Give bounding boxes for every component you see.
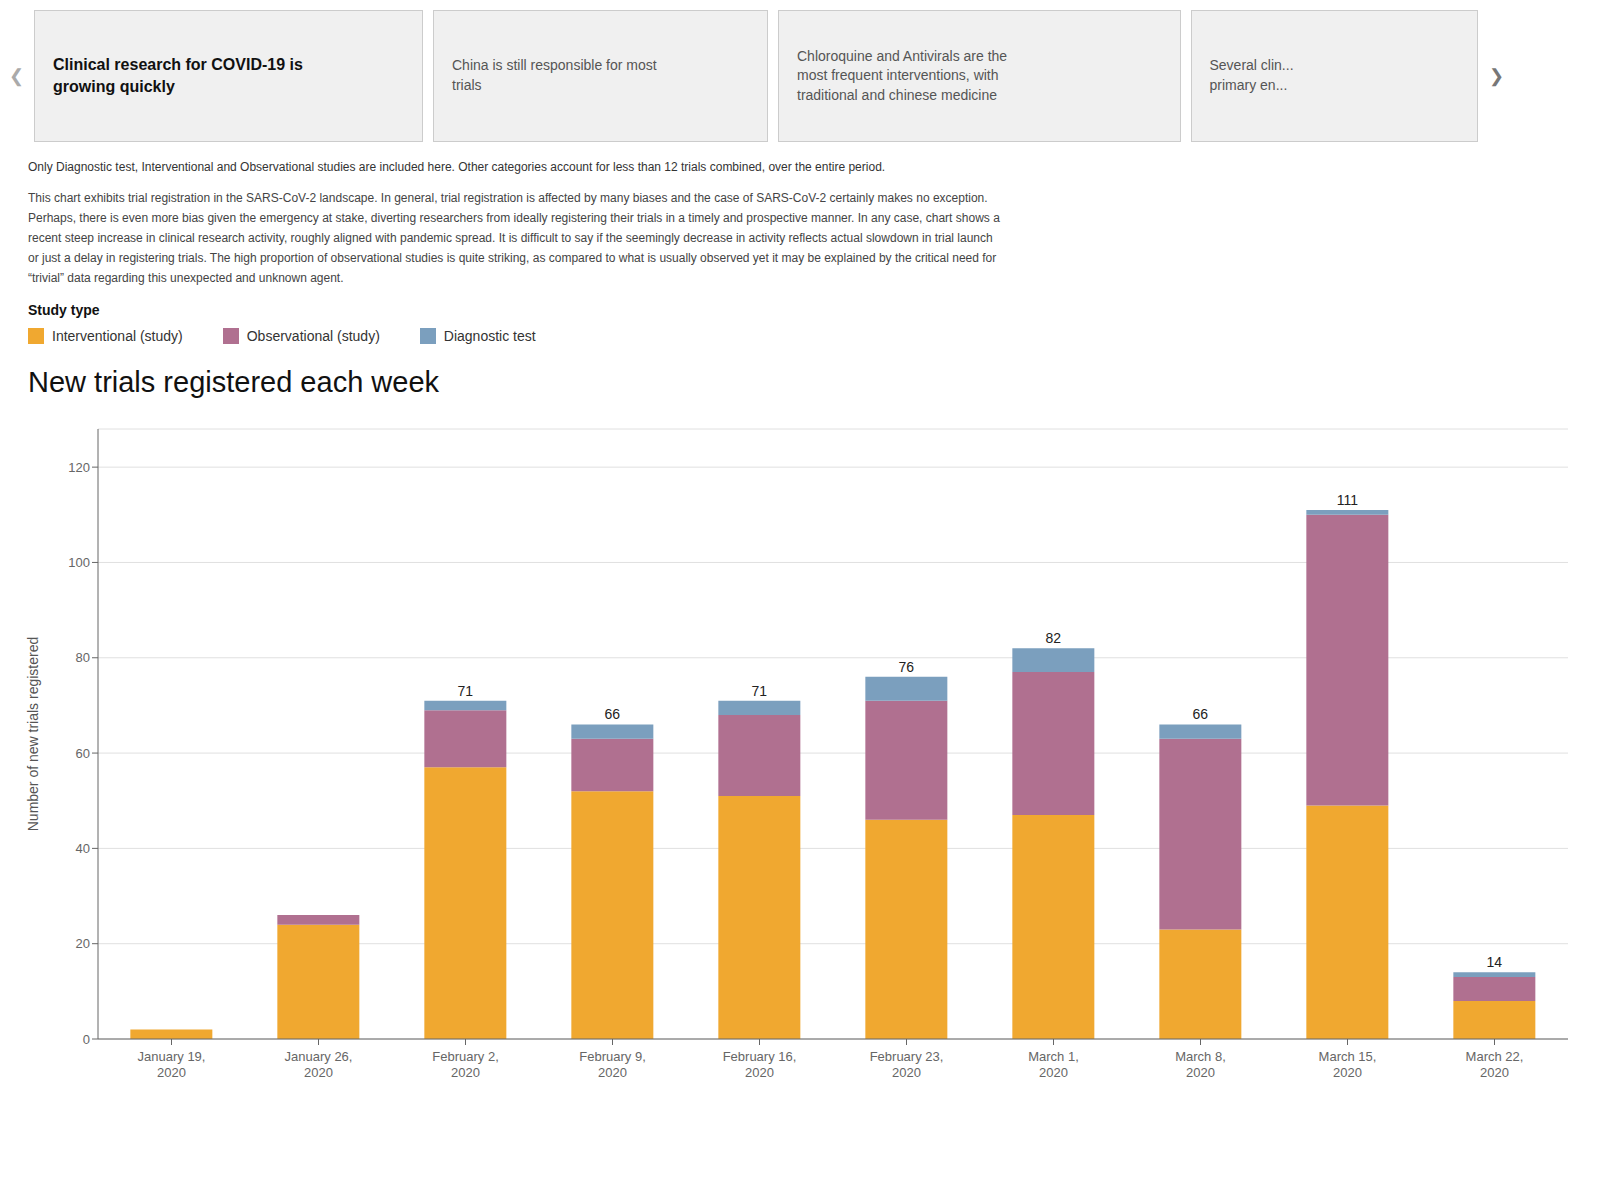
- svg-text:February 2,2020: February 2,2020: [432, 1049, 498, 1080]
- html-text:Observational (study): Observational (study): [246, 328, 380, 344]
- html-text:Several clin... primary en...: Several clin... primary en...: [1209, 57, 1294, 93]
- svg-text:82: 82: [1046, 630, 1062, 646]
- svg-text:March 1,2020: March 1,2020: [1028, 1049, 1079, 1080]
- svg-text:111: 111: [1337, 492, 1358, 508]
- html-text:Interventional (study): Interventional (study): [52, 328, 183, 344]
- svg-text:March 22,2020: March 22,2020: [1466, 1049, 1524, 1080]
- html-text:Diagnostic test: Diagnostic test: [443, 328, 536, 344]
- html-text:Study type: Study type: [28, 302, 100, 318]
- html-text:Chloroquine and Antivirals are: Chloroquine and Antivirals are the most …: [797, 47, 1008, 103]
- svg-text:80: 80: [76, 650, 90, 665]
- svg-text:0: 0: [83, 1032, 90, 1047]
- svg-text:120: 120: [68, 460, 90, 475]
- svg-text:February 16,2020: February 16,2020: [723, 1049, 797, 1080]
- svg-text:66: 66: [605, 706, 621, 722]
- svg-text:60: 60: [76, 746, 90, 761]
- svg-text:March 8,2020: March 8,2020: [1175, 1049, 1226, 1080]
- html-text:This chart exhibits trial regi: This chart exhibits trial registration i…: [28, 191, 988, 205]
- html-text:or just a delay in registering: or just a delay in registering trials. T…: [28, 251, 997, 265]
- html-text:Clinical research for COVID-19: Clinical research for COVID-19 is growin…: [53, 55, 303, 95]
- svg-text:January 26,2020: January 26,2020: [285, 1049, 353, 1080]
- svg-text:20: 20: [76, 936, 90, 951]
- svg-text:40: 40: [76, 841, 90, 856]
- svg-text:66: 66: [1193, 706, 1209, 722]
- html-text:Perhaps, there is even more bi: Perhaps, there is even more bias given t…: [28, 211, 1000, 225]
- svg-text:71: 71: [752, 683, 768, 699]
- html-text:“trivial” data regarding this: “trivial” data regarding this unexpected…: [28, 271, 344, 285]
- svg-text:100: 100: [68, 555, 90, 570]
- svg-text:14: 14: [1487, 954, 1503, 970]
- svg-text:March 15,2020: March 15,2020: [1319, 1049, 1377, 1080]
- html-text:China is still responsible for: China is still responsible for most tria…: [452, 57, 657, 93]
- html-text:recent steep increase in clini: recent steep increase in clinical resear…: [28, 231, 993, 245]
- svg-text:Number of new trials registere: Number of new trials registered: [25, 637, 41, 832]
- svg-text:February 23,2020: February 23,2020: [870, 1049, 944, 1080]
- svg-text:February 9,2020: February 9,2020: [579, 1049, 645, 1080]
- html-text:New trials registered each wee: New trials registered each week: [28, 366, 439, 398]
- svg-text:January 19,2020: January 19,2020: [138, 1049, 206, 1080]
- svg-text:76: 76: [899, 659, 915, 675]
- html-text:Only Diagnostic test, Interven: Only Diagnostic test, Interventional and…: [28, 160, 886, 174]
- svg-text:71: 71: [458, 683, 474, 699]
